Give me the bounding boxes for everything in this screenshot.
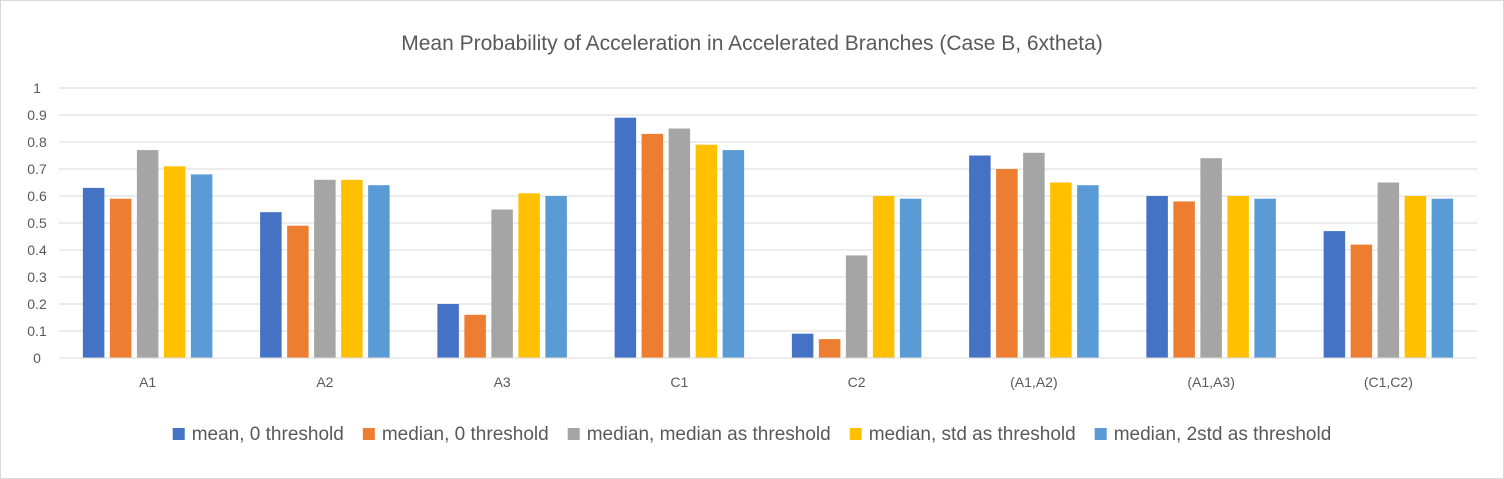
y-tick-label: 0 — [33, 350, 41, 366]
x-tick-label: A2 — [316, 374, 333, 390]
bar — [314, 179, 336, 358]
bar — [1254, 198, 1276, 358]
bars — [82, 117, 1454, 358]
bar — [1227, 196, 1249, 358]
bar — [341, 179, 363, 358]
bar — [872, 196, 895, 358]
bar — [109, 198, 132, 358]
bar — [1173, 201, 1195, 358]
legend-item: median, 2std as threshold — [1094, 424, 1332, 445]
bar — [1431, 198, 1454, 358]
bar — [545, 196, 567, 358]
bar — [641, 133, 664, 358]
x-axis: A1 A2 A3 C1 C2 (A1,A2) (A1,A3) (C1,C2) — [59, 357, 1477, 390]
bar — [136, 150, 159, 358]
bar — [996, 169, 1018, 358]
bar — [82, 187, 105, 358]
legend-item: mean, 0 threshold — [172, 424, 344, 445]
legend-label: median, median as threshold — [587, 424, 831, 445]
legend-label: median, 0 threshold — [382, 424, 549, 445]
y-tick-label: 1 — [33, 80, 41, 96]
y-tick-label: 0.9 — [27, 107, 47, 123]
legend-swatch — [1094, 428, 1107, 440]
bar — [1023, 152, 1045, 358]
bar — [899, 198, 922, 358]
legend-label: median, 2std as threshold — [1114, 424, 1332, 445]
y-tick-label: 0.1 — [27, 323, 47, 339]
bar — [791, 333, 814, 358]
bar — [668, 128, 691, 358]
legend: mean, 0 threshold median, 0 threshold medi… — [172, 424, 1332, 445]
x-tick-label: (A1,A2) — [1010, 374, 1057, 390]
legend-item: median, median as threshold — [567, 424, 831, 445]
x-tick-label: A3 — [494, 374, 511, 390]
legend-swatch — [849, 428, 862, 440]
legend-swatch — [567, 428, 580, 440]
y-tick-label: 0.5 — [27, 215, 47, 231]
bar — [722, 150, 745, 358]
bar — [1146, 196, 1168, 358]
chart-title: Mean Probability of Acceleration in Acce… — [401, 32, 1103, 55]
bar — [260, 212, 282, 358]
x-tick-label: C1 — [670, 374, 688, 390]
legend-swatch — [172, 428, 185, 440]
bar — [1404, 196, 1427, 358]
bar — [437, 304, 459, 358]
y-axis: 0 0.1 0.2 0.3 0.4 0.5 0.6 0.7 0.8 0.9 1 — [27, 80, 47, 366]
legend-label: median, std as threshold — [869, 424, 1076, 445]
bar — [614, 117, 637, 358]
bar — [969, 155, 991, 358]
y-tick-label: 0.4 — [27, 242, 47, 258]
bar — [287, 225, 309, 358]
bar — [1050, 182, 1072, 358]
legend-label: mean, 0 threshold — [192, 424, 344, 445]
y-tick-label: 0.8 — [27, 134, 47, 150]
legend-item: median, std as threshold — [849, 424, 1076, 445]
bar — [1077, 185, 1099, 358]
x-tick-label: A1 — [139, 374, 156, 390]
legend-swatch — [362, 428, 375, 440]
bar — [818, 339, 841, 358]
bar — [464, 314, 486, 358]
x-tick-label: (A1,A3) — [1187, 374, 1234, 390]
bar — [190, 174, 213, 358]
y-tick-label: 0.6 — [27, 188, 47, 204]
legend-item: median, 0 threshold — [362, 424, 549, 445]
bar — [368, 185, 390, 358]
y-tick-label: 0.3 — [27, 269, 47, 285]
bar — [695, 144, 718, 358]
bar — [1377, 182, 1400, 358]
bar — [845, 255, 868, 358]
x-tick-label: (C1,C2) — [1364, 374, 1413, 390]
y-tick-label: 0.7 — [27, 161, 47, 177]
bar — [163, 166, 186, 358]
bar — [1350, 244, 1373, 358]
bar — [1200, 158, 1222, 358]
bar — [1323, 231, 1346, 358]
bar — [491, 209, 513, 358]
y-tick-label: 0.2 — [27, 296, 47, 312]
bar — [518, 193, 540, 358]
x-tick-label: C2 — [848, 374, 866, 390]
